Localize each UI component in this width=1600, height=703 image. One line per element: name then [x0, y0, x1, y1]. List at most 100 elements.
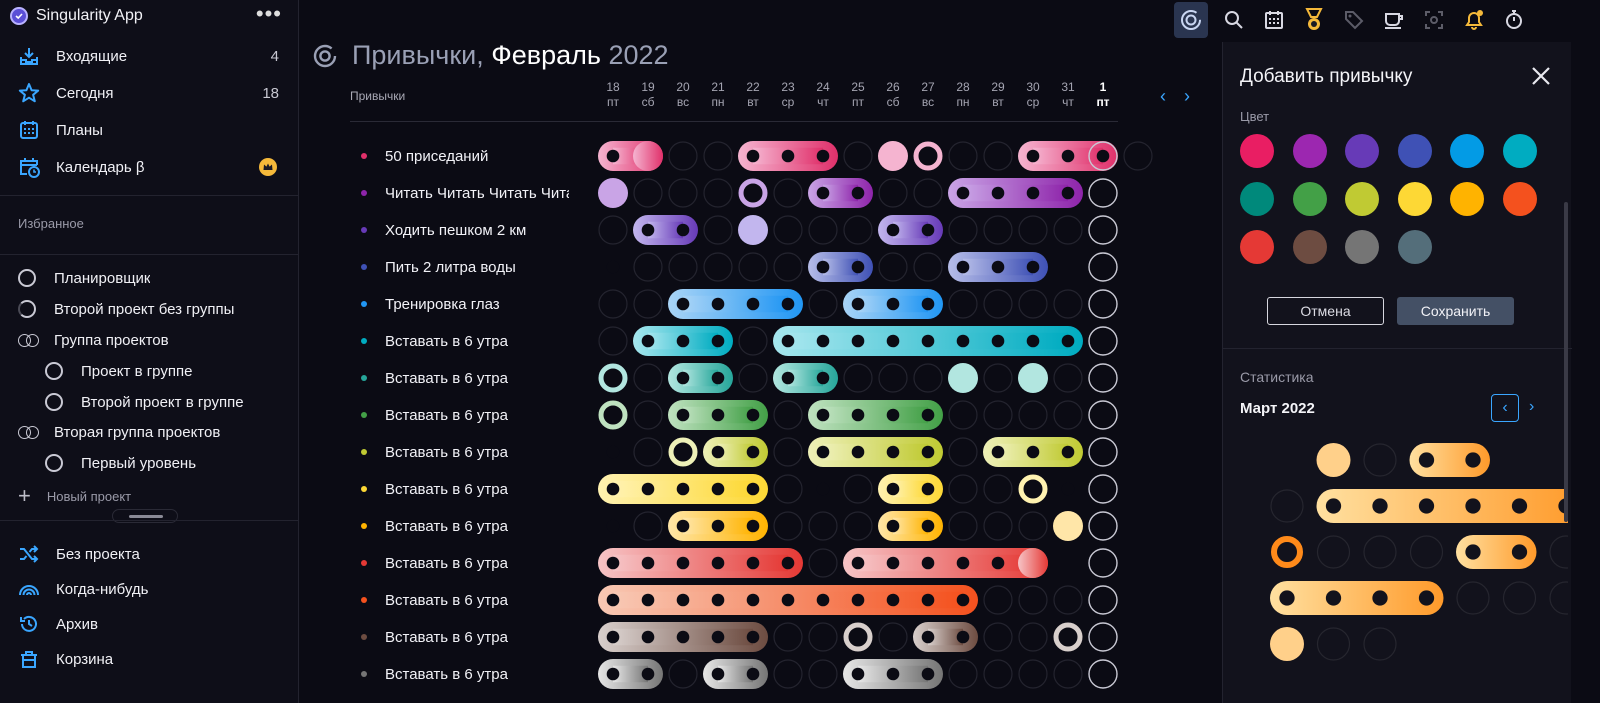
habit-cell-empty[interactable] [983, 400, 1013, 430]
habit-cell-checkpoint[interactable] [676, 482, 690, 496]
habit-cell-checkpoint[interactable] [1061, 149, 1075, 163]
habit-cell-checkpoint[interactable] [711, 371, 725, 385]
habit-cell-checkpoint[interactable] [711, 630, 725, 644]
habit-cell-today[interactable] [1088, 178, 1118, 208]
habit-cell-checkpoint[interactable] [851, 445, 865, 459]
habit-cell-empty[interactable] [983, 289, 1013, 319]
habit-cell-today[interactable] [1088, 289, 1118, 319]
habit-cell-partial[interactable] [843, 622, 873, 652]
habit-cell-empty[interactable] [773, 252, 803, 282]
habit-cell-checkpoint[interactable] [746, 556, 760, 570]
habit-cell-empty[interactable] [703, 252, 733, 282]
habit-row[interactable]: Вставать в 6 утра [350, 656, 1230, 693]
habit-cell-checkpoint[interactable] [781, 371, 795, 385]
habit-cell-checkpoint[interactable] [956, 556, 970, 570]
color-swatch[interactable] [1397, 182, 1432, 216]
habit-cell-checkpoint[interactable] [676, 593, 690, 607]
habit-cell-empty[interactable] [1053, 215, 1083, 245]
habit-cell-checkpoint[interactable] [921, 667, 935, 681]
habit-cell-checkpoint[interactable] [816, 149, 830, 163]
habit-cell-checkpoint[interactable] [816, 260, 830, 274]
habit-cell-checkpoint[interactable] [921, 630, 935, 644]
habit-cell-today[interactable] [1088, 363, 1118, 393]
habit-cell-done[interactable] [598, 178, 628, 208]
habit-cell-empty[interactable] [1018, 289, 1048, 319]
close-icon[interactable] [1529, 64, 1553, 88]
habit-name[interactable]: Вставать в 6 утра [385, 592, 508, 609]
habit-cell-partial[interactable] [1018, 474, 1048, 504]
habit-cell-empty[interactable] [983, 622, 1013, 652]
habit-cell-checkpoint[interactable] [816, 371, 830, 385]
habit-cell-checkpoint[interactable] [746, 593, 760, 607]
habit-cell-checkpoint[interactable] [746, 519, 760, 533]
habit-cell-checkpoint[interactable] [886, 593, 900, 607]
break-button[interactable] [1374, 2, 1414, 38]
save-button[interactable]: Сохранить [1397, 297, 1514, 325]
habit-cell-empty[interactable] [1018, 400, 1048, 430]
habit-cell-checkpoint[interactable] [886, 482, 900, 496]
habit-cell-empty[interactable] [808, 289, 838, 319]
habit-cell-checkpoint[interactable] [851, 186, 865, 200]
timer-button[interactable] [1494, 2, 1534, 38]
habit-cell-checkpoint[interactable] [606, 593, 620, 607]
habit-cell-checkpoint[interactable] [1061, 186, 1075, 200]
habit-cell-today[interactable] [1088, 326, 1118, 356]
nav-item-no-project[interactable]: Без проекта [0, 536, 299, 572]
habit-cell-empty[interactable] [668, 141, 698, 171]
habit-cell-checkpoint[interactable] [851, 297, 865, 311]
habit-cell-empty[interactable] [633, 289, 663, 319]
project-item[interactable]: Второй проект без группы [18, 294, 234, 324]
habit-row[interactable]: Вставать в 6 утра [350, 471, 1230, 508]
habit-cell-checkpoint[interactable] [956, 593, 970, 607]
habit-cell-checkpoint[interactable] [676, 371, 690, 385]
habit-cell-checkpoint[interactable] [851, 556, 865, 570]
habit-row[interactable]: Читать Читать Читать Читать [350, 175, 1230, 212]
habit-cell-checkpoint[interactable] [746, 667, 760, 681]
habit-cell-empty[interactable] [1018, 511, 1048, 541]
habit-cell-checkpoint[interactable] [816, 593, 830, 607]
habit-cell-empty[interactable] [598, 215, 628, 245]
habit-cell-checkpoint[interactable] [746, 445, 760, 459]
habit-cell-checkpoint[interactable] [711, 593, 725, 607]
habit-cell-empty[interactable] [633, 178, 663, 208]
app-header[interactable]: Singularity App ••• [10, 1, 290, 26]
habit-cell-empty[interactable] [668, 252, 698, 282]
habit-cell-checkpoint[interactable] [956, 334, 970, 348]
habit-cell-empty[interactable] [703, 178, 733, 208]
habit-cell-checkpoint[interactable] [606, 260, 620, 274]
habit-cell-empty[interactable] [808, 511, 838, 541]
habit-cell-checkpoint[interactable] [606, 519, 620, 533]
habit-cell-empty[interactable] [738, 363, 768, 393]
habit-cell-empty[interactable] [598, 289, 628, 319]
habit-name[interactable]: Вставать в 6 утра [385, 481, 508, 498]
project-item[interactable]: Второй проект в группе [45, 387, 244, 417]
habit-cell-checkpoint[interactable] [956, 630, 970, 644]
habits-toolbar-button[interactable] [1174, 2, 1208, 38]
habit-cell-empty[interactable] [878, 622, 908, 652]
habit-cell-empty[interactable] [1018, 585, 1048, 615]
habit-name[interactable]: Вставать в 6 утра [385, 333, 508, 350]
habit-cell-empty[interactable] [878, 252, 908, 282]
more-menu-icon[interactable]: ••• [255, 1, 282, 26]
color-swatch[interactable] [1240, 182, 1274, 216]
habit-cell-today[interactable] [1088, 400, 1118, 430]
project-group[interactable]: Вторая группа проектов [18, 417, 220, 447]
habit-cell-checkpoint[interactable] [921, 556, 935, 570]
habit-cell-done[interactable] [1018, 548, 1048, 578]
habit-cell-today[interactable] [1088, 548, 1118, 578]
habit-cell-empty[interactable] [773, 622, 803, 652]
habit-cell-empty[interactable] [913, 363, 943, 393]
habit-cell-empty[interactable] [808, 548, 838, 578]
habit-cell-empty[interactable] [843, 215, 873, 245]
habit-cell-partial[interactable] [1053, 622, 1083, 652]
habit-cell-partial[interactable] [668, 437, 698, 467]
prev-dates-button[interactable]: ‹ [1160, 86, 1166, 106]
habit-cell-checkpoint[interactable] [781, 297, 795, 311]
habit-cell-checkpoint[interactable] [1026, 149, 1040, 163]
achievements-button[interactable] [1294, 2, 1334, 38]
habit-name[interactable]: Пить 2 литра воды [385, 259, 516, 276]
habit-cell-checkpoint[interactable] [816, 482, 830, 496]
habit-cell-checkpoint[interactable] [921, 408, 935, 422]
habit-cell-checkpoint[interactable] [676, 297, 690, 311]
habit-cell-checkpoint[interactable] [886, 445, 900, 459]
